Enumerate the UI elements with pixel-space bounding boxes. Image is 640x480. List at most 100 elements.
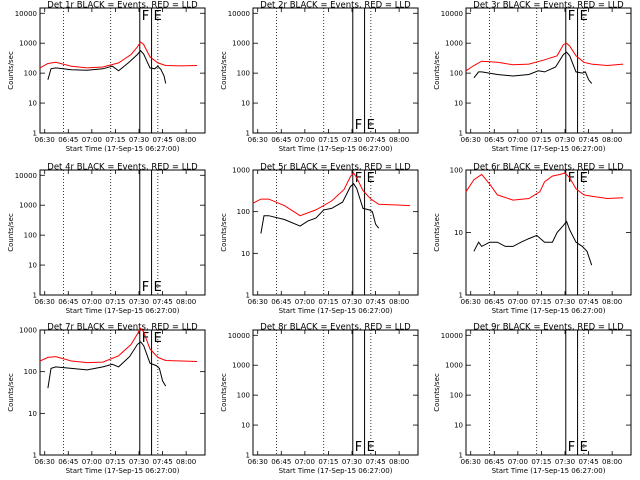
x-tick-label: 08:00 <box>176 136 196 144</box>
y-tick-label: 1 <box>33 452 37 460</box>
x-tick-label: 06:45 <box>484 136 504 144</box>
y-tick-label: 10 <box>28 262 37 270</box>
y-axis-label: Counts/sec <box>7 213 15 252</box>
panel-title: Det 1r BLACK = Events, RED = LLD <box>47 1 198 11</box>
x-tick-label: 06:45 <box>58 298 78 306</box>
x-axis-label: Start Time (17-Sep-15 06:27:00) <box>492 467 606 475</box>
y-axis-label: Counts/sec <box>433 51 441 90</box>
y-tick-label: 10 <box>454 100 463 108</box>
y-axis-label: Counts/sec <box>220 213 228 252</box>
x-tick-label: 07:15 <box>105 298 125 306</box>
y-tick-label: 1000 <box>19 40 37 48</box>
x-tick-label: 06:30 <box>461 136 481 144</box>
x-tick-label: 06:30 <box>35 136 55 144</box>
panel-title: Det 4r BLACK = Events, RED = LLD <box>47 163 198 173</box>
y-axis-label: Counts/sec <box>7 51 15 90</box>
x-tick-label: 07:45 <box>152 136 172 144</box>
y-axis-label: Counts/sec <box>220 51 228 90</box>
lld-series-line <box>252 172 411 217</box>
y-tick-label: 10 <box>241 250 250 258</box>
lld-series-line <box>465 42 624 72</box>
y-tick-label: 100 <box>450 70 463 78</box>
events-series-line <box>473 51 593 84</box>
y-tick-label: 1000 <box>232 40 250 48</box>
marker-label-F: F <box>355 440 362 455</box>
x-tick-label: 08:00 <box>176 298 196 306</box>
y-tick-label: 1 <box>246 452 250 460</box>
y-tick-label: 1 <box>246 292 250 300</box>
y-tick-label: 10000 <box>441 332 463 340</box>
x-tick-label: 07:15 <box>318 298 338 306</box>
marker-label-E: E <box>580 171 588 186</box>
marker-label-F: F <box>568 9 575 24</box>
y-tick-label: 1000 <box>445 362 463 370</box>
plot-frame <box>252 7 419 134</box>
lld-series-line <box>39 327 198 364</box>
events-series-line <box>260 182 380 234</box>
y-tick-label: 10000 <box>15 172 37 180</box>
x-tick-label: 07:30 <box>555 136 575 144</box>
x-axis-label: Start Time (17-Sep-15 06:27:00) <box>279 467 393 475</box>
events-series-line <box>47 49 167 84</box>
x-tick-label: 07:00 <box>295 458 315 466</box>
x-tick-label: 06:45 <box>484 298 504 306</box>
marker-label-F: F <box>142 280 149 295</box>
x-tick-label: 07:00 <box>82 136 102 144</box>
x-tick-label: 06:45 <box>484 458 504 466</box>
marker-label-E: E <box>580 9 588 24</box>
marker-label-F: F <box>142 331 149 346</box>
y-tick-label: 10000 <box>228 332 250 340</box>
y-tick-label: 1 <box>459 130 463 138</box>
x-axis-label: Start Time (17-Sep-15 06:27:00) <box>279 145 393 153</box>
x-tick-label: 07:15 <box>105 458 125 466</box>
y-tick-label: 1 <box>459 292 463 300</box>
plot-frame <box>465 329 632 456</box>
x-tick-label: 07:00 <box>508 458 528 466</box>
x-tick-label: 07:00 <box>82 458 102 466</box>
x-tick-label: 07:15 <box>318 136 338 144</box>
x-tick-label: 06:30 <box>461 458 481 466</box>
y-tick-label: 10 <box>454 422 463 430</box>
y-axis-label: Counts/sec <box>7 373 15 412</box>
x-tick-label: 07:45 <box>152 298 172 306</box>
x-tick-label: 07:15 <box>318 458 338 466</box>
lld-series-line <box>465 172 624 201</box>
y-tick-label: 10 <box>28 100 37 108</box>
y-tick-label: 1 <box>246 130 250 138</box>
y-tick-label: 100 <box>237 392 250 400</box>
plot-frame <box>252 169 419 296</box>
y-tick-label: 10 <box>454 229 463 237</box>
panel-title: Det 9r BLACK = Events, RED = LLD <box>473 323 624 333</box>
x-tick-label: 07:45 <box>365 298 385 306</box>
x-tick-label: 07:30 <box>555 298 575 306</box>
marker-label-F: F <box>568 171 575 186</box>
x-tick-label: 08:00 <box>176 458 196 466</box>
marker-label-F: F <box>355 118 362 133</box>
y-tick-label: 100 <box>24 232 37 240</box>
x-tick-label: 08:00 <box>389 298 409 306</box>
plot-frame <box>39 329 206 456</box>
x-axis-label: Start Time (17-Sep-15 06:27:00) <box>66 467 180 475</box>
panel-title: Det 6r BLACK = Events, RED = LLD <box>473 163 624 173</box>
x-tick-label: 07:45 <box>365 458 385 466</box>
x-tick-label: 07:30 <box>342 136 362 144</box>
plot-frame <box>465 169 632 296</box>
marker-label-E: E <box>367 171 375 186</box>
y-tick-label: 1000 <box>232 167 250 175</box>
x-tick-label: 07:15 <box>531 458 551 466</box>
x-tick-label: 07:15 <box>105 136 125 144</box>
y-tick-label: 1 <box>459 452 463 460</box>
x-tick-label: 07:45 <box>578 136 598 144</box>
x-tick-label: 07:30 <box>129 136 149 144</box>
x-tick-label: 07:00 <box>82 298 102 306</box>
marker-label-F: F <box>568 440 575 455</box>
plot-frame <box>39 169 206 296</box>
y-tick-label: 10 <box>28 410 37 418</box>
panel-title: Det 3r BLACK = Events, RED = LLD <box>473 1 624 11</box>
y-tick-label: 1000 <box>445 40 463 48</box>
panel-title: Det 2r BLACK = Events, RED = LLD <box>260 1 411 11</box>
